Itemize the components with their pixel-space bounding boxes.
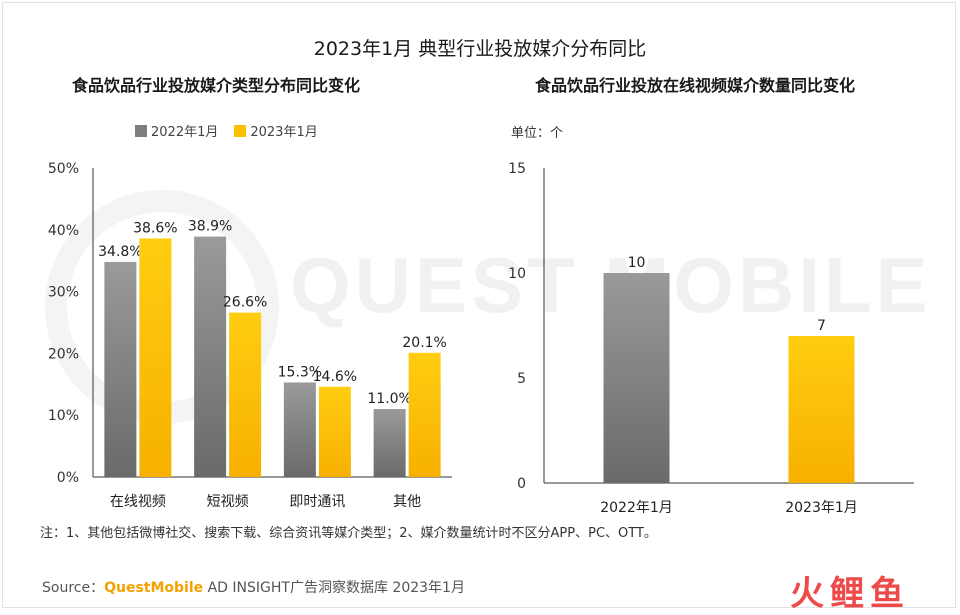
left-y-tick-label: 0% <box>57 470 79 486</box>
left-bar-value-label: 14.6% <box>313 369 357 385</box>
left-y-tick-label: 50% <box>48 161 79 177</box>
legend-label-2022: 2022年1月 <box>151 125 219 140</box>
left-x-tick-label: 在线视频 <box>110 494 166 510</box>
right-chart-subtitle: 食品饮品行业投放在线视频媒介数量同比变化 <box>535 76 856 95</box>
source-brand: QuestMobile <box>104 580 204 596</box>
left-y-tick-label: 30% <box>48 285 79 301</box>
left-bar-value-label: 26.6% <box>223 295 267 311</box>
right-x-tick-label: 2023年1月 <box>785 500 858 516</box>
left-bar-value-label: 38.6% <box>133 220 177 236</box>
main-title: 2023年1月 典型行业投放媒介分布同比 <box>313 38 647 60</box>
left-bar-2022 <box>194 236 227 477</box>
left-bar-2023 <box>408 352 441 477</box>
left-bar-value-label: 20.1% <box>402 335 446 351</box>
figure-frame <box>2 2 956 608</box>
right-chart-unit: 单位：个 <box>511 126 564 141</box>
left-bar-value-label: 15.3% <box>278 364 322 380</box>
logo: 火鲤鱼 <box>790 574 910 614</box>
source-rest: AD INSIGHT广告洞察数据库 2023年1月 <box>203 580 465 596</box>
left-bar-value-label: 34.8% <box>98 244 142 260</box>
left-bar-2022 <box>283 382 316 477</box>
left-y-tick-label: 40% <box>48 223 79 239</box>
right-y-tick-label: 5 <box>517 371 526 387</box>
left-bar-2023 <box>229 312 262 477</box>
legend-swatch-2023 <box>234 124 247 137</box>
left-y-tick-label: 20% <box>48 346 79 362</box>
right-y-tick-label: 15 <box>508 161 526 177</box>
legend-swatch-2022 <box>135 124 147 137</box>
source-line: Source：QuestMobile AD INSIGHT广告洞察数据库 202… <box>42 577 465 597</box>
left-chart-subtitle: 食品饮品行业投放媒介类型分布同比变化 <box>72 76 361 95</box>
right-y-tick-label: 0 <box>517 476 526 492</box>
left-x-tick-label: 短视频 <box>207 494 249 510</box>
left-x-tick-label: 其他 <box>393 494 421 510</box>
left-bar-2023 <box>139 238 172 477</box>
left-bar-2023 <box>318 386 351 477</box>
left-bar-value-label: 38.9% <box>188 219 232 235</box>
footnote: 注：1、其他包括微博社交、搜索下载、综合资讯等媒介类型；2、媒介数量统计时不区分… <box>40 526 657 541</box>
right-bar-2022 <box>603 273 670 483</box>
left-bar-2022 <box>104 261 137 477</box>
legend-label-2023: 2023年1月 <box>250 125 318 140</box>
right-y-tick-label: 10 <box>508 266 526 282</box>
left-y-tick-label: 10% <box>48 408 79 424</box>
left-x-tick-label: 即时通讯 <box>289 494 345 510</box>
right-bar-value-label: 7 <box>817 318 826 334</box>
right-x-tick-label: 2022年1月 <box>600 500 673 516</box>
source-prefix: Source： <box>42 580 105 596</box>
left-bar-value-label: 11.0% <box>367 391 411 407</box>
right-bar-value-label: 10 <box>628 255 646 271</box>
left-bar-2022 <box>373 409 406 477</box>
right-bar-2023 <box>788 336 855 483</box>
left-chart-legend: 2022年1月 2023年1月 <box>135 121 318 140</box>
